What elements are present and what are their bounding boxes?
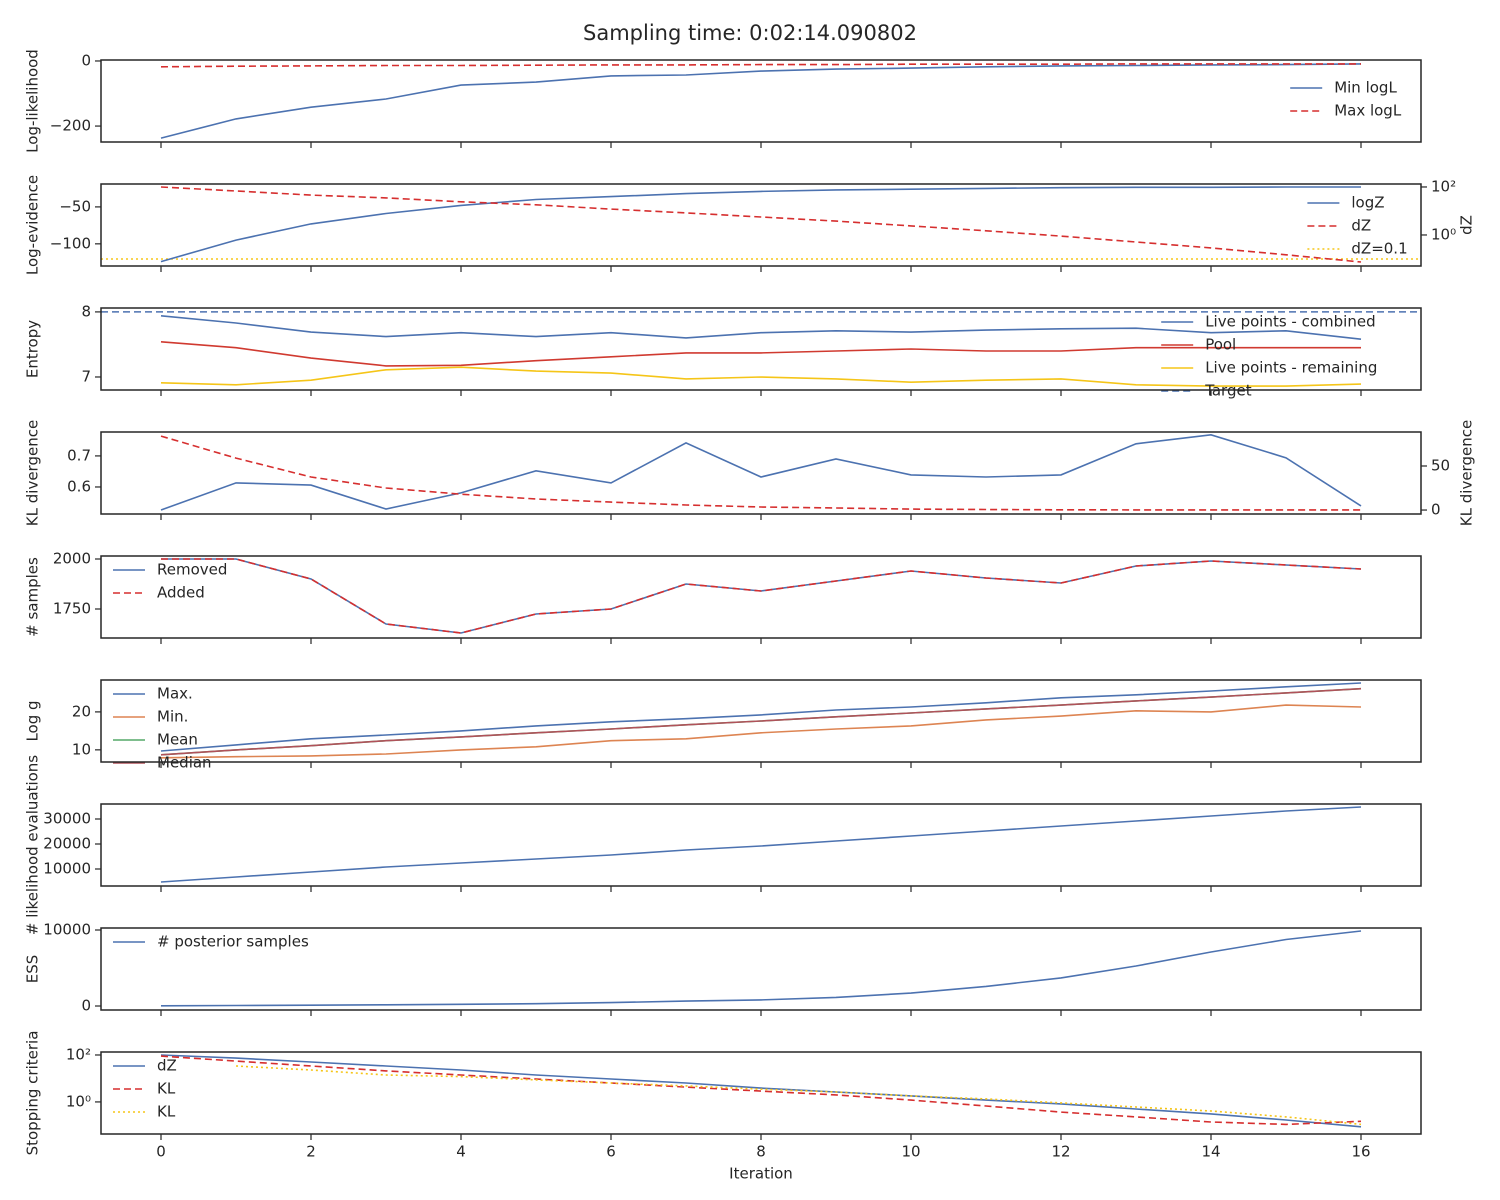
y2-tick-label: 0 — [1431, 501, 1441, 519]
legend-label: Pool — [1205, 336, 1236, 354]
plot-frame — [100, 431, 1422, 515]
series-line — [160, 1055, 1362, 1126]
series-line — [160, 704, 1362, 759]
y-tick-label: −200 — [50, 117, 91, 135]
legend-label: KL — [157, 1080, 176, 1098]
series-line — [160, 63, 1362, 139]
plot-frame — [100, 927, 1422, 1011]
y-tick-label: 10² — [66, 1045, 91, 1063]
y-tick-label: 0 — [81, 51, 91, 69]
series-line — [160, 435, 1361, 511]
y-axis-label: # likelihood evaluations — [24, 755, 42, 935]
y-tick-label: 10⁰ — [66, 1092, 91, 1110]
legend-label: Max. — [157, 685, 193, 703]
legend-label: Live points - combined — [1205, 313, 1375, 331]
y-tick-label: 10000 — [43, 860, 91, 878]
series-line — [160, 63, 1361, 68]
y-tick-label: 1750 — [53, 600, 91, 618]
legend-label: Mean — [157, 731, 198, 749]
series-line — [160, 682, 1362, 752]
y-axis-label: Log-evidence — [24, 175, 42, 275]
series-line — [160, 341, 1361, 367]
y-axis-label: Entropy — [24, 320, 42, 378]
x-tick-label: 8 — [756, 1143, 766, 1161]
x-tick-label: 4 — [456, 1143, 466, 1161]
y2-tick-label: 50 — [1431, 456, 1450, 474]
legend-label: dZ — [1351, 217, 1371, 235]
plot-frame — [100, 803, 1422, 887]
plot-frame — [100, 555, 1422, 639]
plot-frame — [100, 307, 1422, 391]
y-axis-label: KL divergence — [24, 420, 42, 526]
y-tick-label: 10000 — [43, 920, 91, 938]
legend-label: Min logL — [1334, 79, 1397, 97]
legend-label: Added — [157, 584, 205, 602]
series-line — [160, 687, 1362, 756]
series-line — [160, 433, 1362, 511]
x-tick-label: 2 — [306, 1143, 316, 1161]
series-line — [161, 558, 1362, 634]
series-line — [160, 930, 1362, 1007]
x-tick-label: 10 — [901, 1143, 920, 1161]
y-tick-label: 20 — [72, 702, 91, 720]
legend-label: logZ — [1351, 194, 1384, 212]
series-line — [160, 806, 1362, 883]
y-axis-label: Stopping criteria — [24, 1031, 42, 1156]
series-line — [160, 315, 1362, 340]
series-line — [160, 186, 1362, 263]
y-tick-label: 20000 — [43, 835, 91, 853]
legend-label: KL — [157, 1103, 176, 1121]
y-tick-label: 8 — [81, 302, 91, 320]
legend-label: Min. — [157, 708, 188, 726]
legend-label: Removed — [157, 561, 227, 579]
y-tick-label: 10 — [72, 740, 91, 758]
y2-tick-label: 10² — [1431, 177, 1456, 195]
y-tick-label: 7 — [81, 367, 91, 385]
y-axis-label: ESS — [24, 955, 42, 984]
x-tick-label: 14 — [1201, 1143, 1220, 1161]
x-tick-label: 12 — [1051, 1143, 1070, 1161]
y-tick-label: 0.7 — [67, 446, 91, 464]
y2-axis-label: KL divergence — [1458, 420, 1476, 526]
figure-title: Sampling time: 0:02:14.090802 — [583, 21, 917, 45]
y-tick-label: −100 — [50, 234, 91, 252]
x-tick-label: 6 — [606, 1143, 616, 1161]
y-tick-label: 0.6 — [67, 477, 91, 495]
plot-frame — [100, 59, 1422, 143]
y-axis-label: Log-likelihood — [24, 49, 42, 153]
x-axis-label: Iteration — [729, 1165, 793, 1183]
series-line — [161, 558, 1362, 634]
y-axis-label: # samples — [24, 557, 42, 637]
y-tick-label: 2000 — [53, 550, 91, 568]
plot-frame — [100, 679, 1422, 763]
legend-label: dZ — [157, 1057, 177, 1075]
series-line — [160, 366, 1362, 387]
series-line — [160, 1054, 1362, 1128]
x-tick-label: 0 — [156, 1143, 166, 1161]
y-tick-label: 0 — [81, 997, 91, 1015]
series-line — [160, 186, 1361, 263]
y2-tick-label: 10⁰ — [1431, 225, 1456, 243]
legend-label: dZ=0.1 — [1351, 240, 1407, 258]
plot-frame — [100, 183, 1422, 267]
y-tick-label: 30000 — [43, 810, 91, 828]
y-tick-label: −50 — [59, 197, 91, 215]
plot-frame — [100, 1051, 1422, 1135]
x-tick-label: 16 — [1351, 1143, 1370, 1161]
legend-label: Live points - remaining — [1205, 359, 1377, 377]
legend-label: Max logL — [1334, 102, 1402, 120]
y-axis-label: Log g — [24, 700, 42, 741]
y2-axis-label: dZ — [1458, 215, 1476, 235]
series-line — [235, 1065, 1362, 1126]
legend-label: # posterior samples — [157, 933, 309, 951]
